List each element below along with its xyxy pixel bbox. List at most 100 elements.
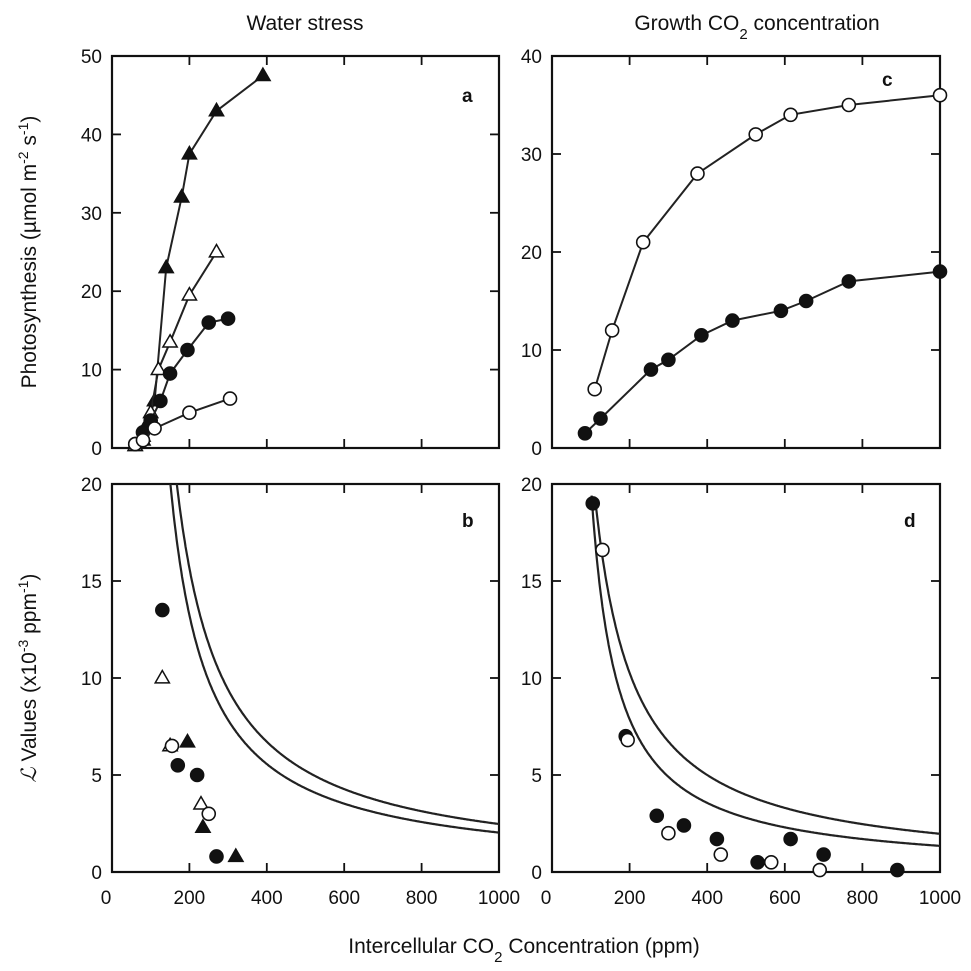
x-tick-label: 200 — [174, 888, 206, 909]
x-tick-label: 400 — [251, 888, 283, 909]
y-tick-label: 0 — [91, 439, 102, 460]
open-circle-point — [841, 97, 857, 113]
y-tick-label: 15 — [81, 572, 102, 593]
open-circle-point — [812, 862, 828, 878]
series-line — [584, 270, 941, 435]
panel-b-letter: b — [462, 511, 474, 532]
filled-circle-point — [773, 303, 789, 319]
open-circle-point — [182, 405, 197, 421]
open-circle-point — [932, 87, 948, 103]
open-circle-point — [164, 738, 180, 754]
open-circle-point — [713, 847, 729, 862]
y-tick-label: 10 — [521, 341, 542, 362]
y-tick-label: 50 — [81, 47, 102, 68]
y-tick-label: 0 — [91, 863, 102, 884]
y-tick-label: 15 — [521, 572, 542, 593]
open-circle-point — [783, 107, 798, 123]
open-triangle-point — [153, 668, 171, 684]
filled-circle-point — [593, 411, 608, 426]
filled-circle-point — [783, 831, 798, 847]
open-circle-point — [763, 854, 779, 870]
filled-circle-point — [170, 757, 186, 773]
panel-c: c 0 10 20 30 40 — [521, 47, 948, 460]
open-triangle-point — [208, 242, 225, 258]
open-circle-point — [147, 421, 162, 436]
filled-circle-point — [676, 818, 692, 833]
panel-c-letter: c — [882, 70, 893, 91]
filled-triangle-point — [173, 188, 191, 203]
open-circle-point — [222, 391, 238, 406]
filled-circle-point — [577, 425, 593, 441]
open-circle-point — [595, 542, 610, 558]
filled-circle-point — [189, 767, 205, 783]
filled-circle-point — [153, 393, 168, 409]
filled-circle-point — [750, 854, 765, 870]
panel-c-frame — [550, 54, 942, 450]
filled-triangle-point — [157, 258, 175, 274]
filled-circle-point — [180, 342, 195, 358]
filled-circle-point — [841, 274, 857, 289]
filled-triangle-point — [194, 818, 212, 834]
y-axis-title-photosynthesis: Photosynthesis (µmol m-2 s-1) — [15, 116, 41, 389]
y-tick-label: 10 — [81, 669, 102, 690]
filled-circle-point — [661, 352, 676, 368]
series-line — [593, 94, 941, 390]
filled-circle-point — [890, 862, 905, 878]
open-triangle-point — [150, 360, 167, 376]
y-tick-label: 30 — [521, 145, 542, 166]
y-tick-label: 30 — [81, 204, 102, 225]
panel-b-frame — [110, 482, 501, 874]
filled-triangle-point — [208, 101, 225, 117]
open-circle-point — [661, 825, 676, 841]
y-tick-label: 5 — [91, 766, 102, 787]
filled-circle-point — [798, 293, 814, 309]
fit-curve — [169, 484, 499, 834]
filled-circle-point — [694, 327, 709, 343]
filled-circle-point — [932, 264, 948, 279]
filled-circle-point — [209, 849, 224, 864]
filled-circle-point — [220, 311, 236, 326]
open-circle-point — [201, 806, 217, 822]
fit-curve — [175, 484, 499, 826]
panel-d-letter: d — [904, 511, 916, 532]
x-tick-label: 800 — [406, 888, 438, 909]
x-tick-label: 800 — [847, 888, 879, 909]
open-triangle-point — [192, 795, 210, 810]
y-axis-title-l-values: ℒ Values (x10-3 ppm-1) — [15, 574, 41, 783]
open-triangle-point — [181, 286, 198, 301]
y-tick-label: 20 — [521, 475, 542, 496]
filled-circle-point — [585, 496, 601, 511]
filled-triangle-point — [178, 732, 196, 748]
y-tick-label: 40 — [81, 125, 102, 146]
x-tick-label: 600 — [769, 888, 801, 909]
filled-triangle-point — [181, 144, 198, 160]
panel-a-frame — [110, 54, 501, 450]
x-tick-label: 1000 — [919, 888, 961, 909]
x-tick-label: 0 — [541, 888, 552, 909]
x-tick-label: 200 — [614, 888, 646, 909]
panel-a-letter: a — [462, 86, 473, 107]
open-circle-point — [604, 323, 620, 338]
filled-circle-point — [162, 366, 178, 381]
y-tick-label: 20 — [81, 282, 102, 303]
filled-circle-point — [201, 315, 217, 330]
x-tick-label: 600 — [328, 888, 360, 909]
x-tick-label: 1000 — [478, 888, 520, 909]
x-tick-label: 400 — [691, 888, 723, 909]
open-circle-point — [135, 432, 151, 448]
y-tick-label: 40 — [521, 47, 542, 68]
open-circle-point — [690, 166, 705, 181]
filled-triangle-point — [227, 847, 245, 863]
filled-circle-point — [725, 313, 740, 328]
fit-curve — [590, 495, 940, 847]
y-tick-label: 20 — [81, 475, 102, 496]
filled-circle-point — [643, 362, 659, 377]
column-title-water-stress: Water stress — [246, 12, 363, 35]
x-axis-title: Intercellular CO2 Concentration (ppm) — [348, 935, 700, 966]
y-tick-label: 0 — [531, 863, 542, 884]
open-circle-point — [748, 127, 764, 142]
filled-circle-point — [816, 847, 831, 862]
